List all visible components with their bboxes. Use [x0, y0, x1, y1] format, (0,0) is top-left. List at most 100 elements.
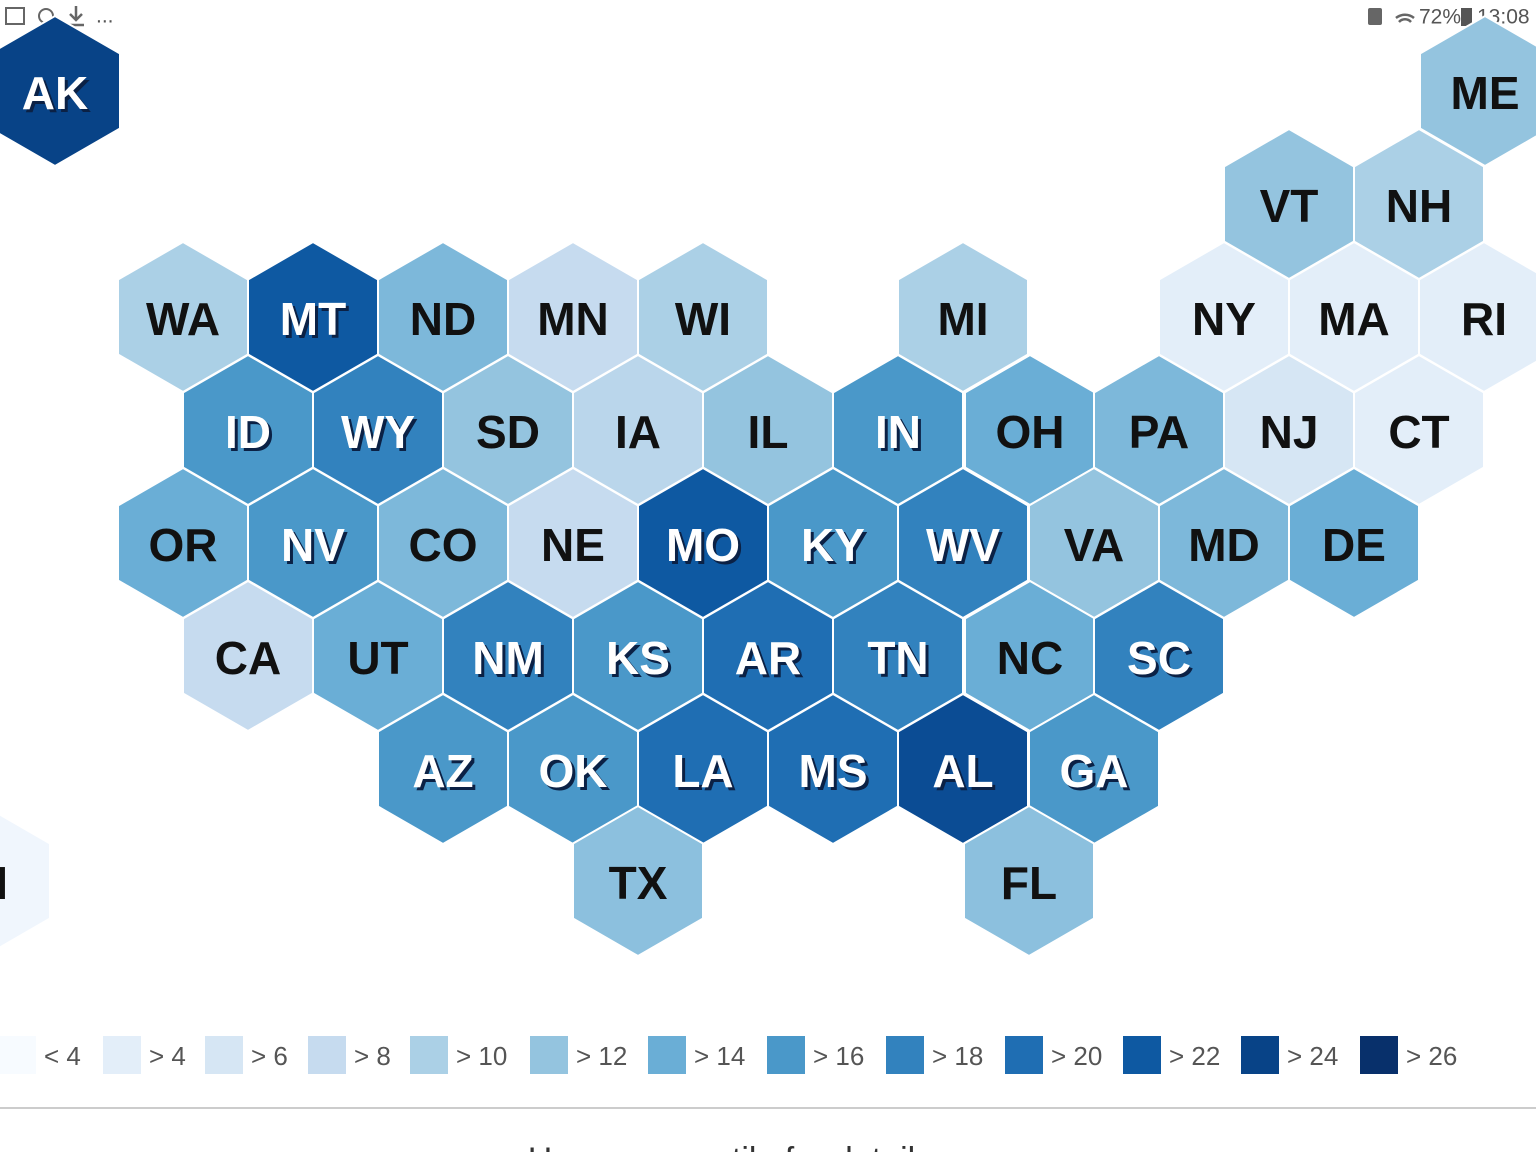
state-label: ME — [1451, 67, 1520, 119]
state-tile[interactable]: NV — [247, 466, 379, 620]
state-tile[interactable]: PA — [1093, 353, 1225, 507]
hex — [0, 813, 51, 949]
state-tile[interactable]: NY — [1158, 240, 1290, 394]
state-tile[interactable]: WI — [637, 240, 769, 394]
download-icon — [68, 6, 84, 27]
legend-swatch — [886, 1036, 924, 1074]
state-tile[interactable]: CT — [1353, 353, 1485, 507]
state-tile[interactable]: MI — [897, 240, 1029, 394]
state-label: OH — [996, 406, 1065, 458]
legend-swatch — [1241, 1036, 1279, 1074]
legend-swatch — [0, 1036, 36, 1074]
state-tile[interactable]: ID — [182, 353, 314, 507]
more-indicator: ... — [96, 5, 114, 28]
legend-swatch — [767, 1036, 805, 1074]
state-label: CT — [1388, 406, 1449, 458]
state-label: PA — [1129, 406, 1190, 458]
legend-label: > 22 — [1169, 1041, 1220, 1071]
state-tile[interactable]: AK — [0, 14, 121, 168]
state-tile[interactable]: FL — [963, 804, 1095, 958]
state-label: IN — [875, 406, 921, 458]
state-label: KY — [801, 519, 865, 571]
legend-label: < 4 — [44, 1041, 81, 1071]
state-label: NC — [997, 632, 1063, 684]
state-label: NJ — [1260, 406, 1319, 458]
state-label: AL — [932, 745, 993, 797]
state-tile[interactable]: WY — [312, 353, 444, 507]
hex — [572, 804, 704, 958]
state-label: MI — [937, 293, 988, 345]
gallery-icon — [5, 7, 25, 25]
state-label: WV — [926, 519, 1000, 571]
legend-label: > 20 — [1051, 1041, 1102, 1071]
legend-label: > 6 — [251, 1041, 288, 1071]
legend-swatch — [103, 1036, 141, 1074]
legend-label: > 16 — [813, 1041, 864, 1071]
state-label: MS — [799, 745, 868, 797]
state-label: RI — [1461, 293, 1507, 345]
battery-icon — [1461, 8, 1472, 26]
state-label: MT — [280, 293, 346, 345]
state-tile[interactable]: DE — [1288, 466, 1420, 620]
state-tile[interactable]: SD — [442, 353, 574, 507]
state-tile[interactable]: WV — [897, 466, 1029, 620]
state-tile[interactable]: ME — [1419, 14, 1536, 168]
legend-label: > 24 — [1287, 1041, 1338, 1071]
state-tile[interactable]: CO — [377, 466, 509, 620]
state-label: CA — [215, 632, 281, 684]
state-tile[interactable]: NH — [1353, 127, 1485, 281]
state-tile[interactable]: TX — [572, 804, 704, 958]
state-tile[interactable]: AZ — [377, 692, 509, 846]
state-tile[interactable]: ND — [377, 240, 509, 394]
state-label: MA — [1318, 293, 1390, 345]
state-label: TX — [609, 857, 668, 909]
state-label: KS — [606, 632, 670, 684]
legend-label: > 26 — [1406, 1041, 1457, 1071]
state-tile[interactable]: UT — [312, 579, 444, 733]
state-label: MN — [537, 293, 609, 345]
state-label: SD — [476, 406, 540, 458]
state-tile[interactable]: SC — [1093, 579, 1225, 733]
legend-swatch — [648, 1036, 686, 1074]
state-tile[interactable]: KY — [767, 466, 899, 620]
state-tile[interactable]: VA — [1028, 466, 1160, 620]
legend-label: > 4 — [149, 1041, 186, 1071]
state-tile[interactable]: OH — [964, 353, 1096, 507]
alarm-icon — [1368, 8, 1382, 25]
state-label: MD — [1188, 519, 1260, 571]
state-label: NY — [1192, 293, 1256, 345]
state-tile[interactable]: NC — [964, 579, 1096, 733]
state-label: OR — [149, 519, 218, 571]
state-label: DE — [1322, 519, 1386, 571]
state-tile[interactable]: AR — [702, 579, 834, 733]
state-label: LA — [672, 745, 733, 797]
hex — [1288, 466, 1420, 620]
state-tile[interactable]: RI — [1418, 240, 1536, 394]
legend-label: > 8 — [354, 1041, 391, 1071]
state-tile[interactable]: HI — [0, 806, 51, 956]
hex-grid: AK ME VT NH WA MT ND MN WI MI NY MA RI ID WY SD IA IL IN OH… — [0, 14, 1536, 958]
state-label: SC — [1127, 632, 1191, 684]
state-label: UT — [347, 632, 408, 684]
state-tile[interactable]: OK — [507, 692, 639, 846]
legend-swatch — [530, 1036, 568, 1074]
state-tile[interactable]: LA — [637, 692, 769, 846]
state-label: CO — [409, 519, 478, 571]
hex — [963, 804, 1095, 958]
state-label: HI — [0, 857, 8, 909]
state-tile[interactable]: MD — [1158, 466, 1290, 620]
state-label: IA — [615, 406, 661, 458]
state-tile[interactable]: CA — [182, 579, 314, 733]
state-tile[interactable]: IN — [832, 353, 964, 507]
state-label: ID — [225, 406, 271, 458]
legend-swatch — [1005, 1036, 1043, 1074]
legend-swatch — [1123, 1036, 1161, 1074]
state-tile[interactable]: NJ — [1223, 353, 1355, 507]
state-label: VA — [1064, 519, 1125, 571]
status-bar: ... 72% 13:08 — [5, 5, 1530, 29]
state-tile[interactable]: MS — [767, 692, 899, 846]
legend-label: > 14 — [694, 1041, 745, 1071]
legend-swatch — [410, 1036, 448, 1074]
state-label: NM — [472, 632, 544, 684]
footer-hint: Hover over a tile for details — [528, 1141, 932, 1152]
